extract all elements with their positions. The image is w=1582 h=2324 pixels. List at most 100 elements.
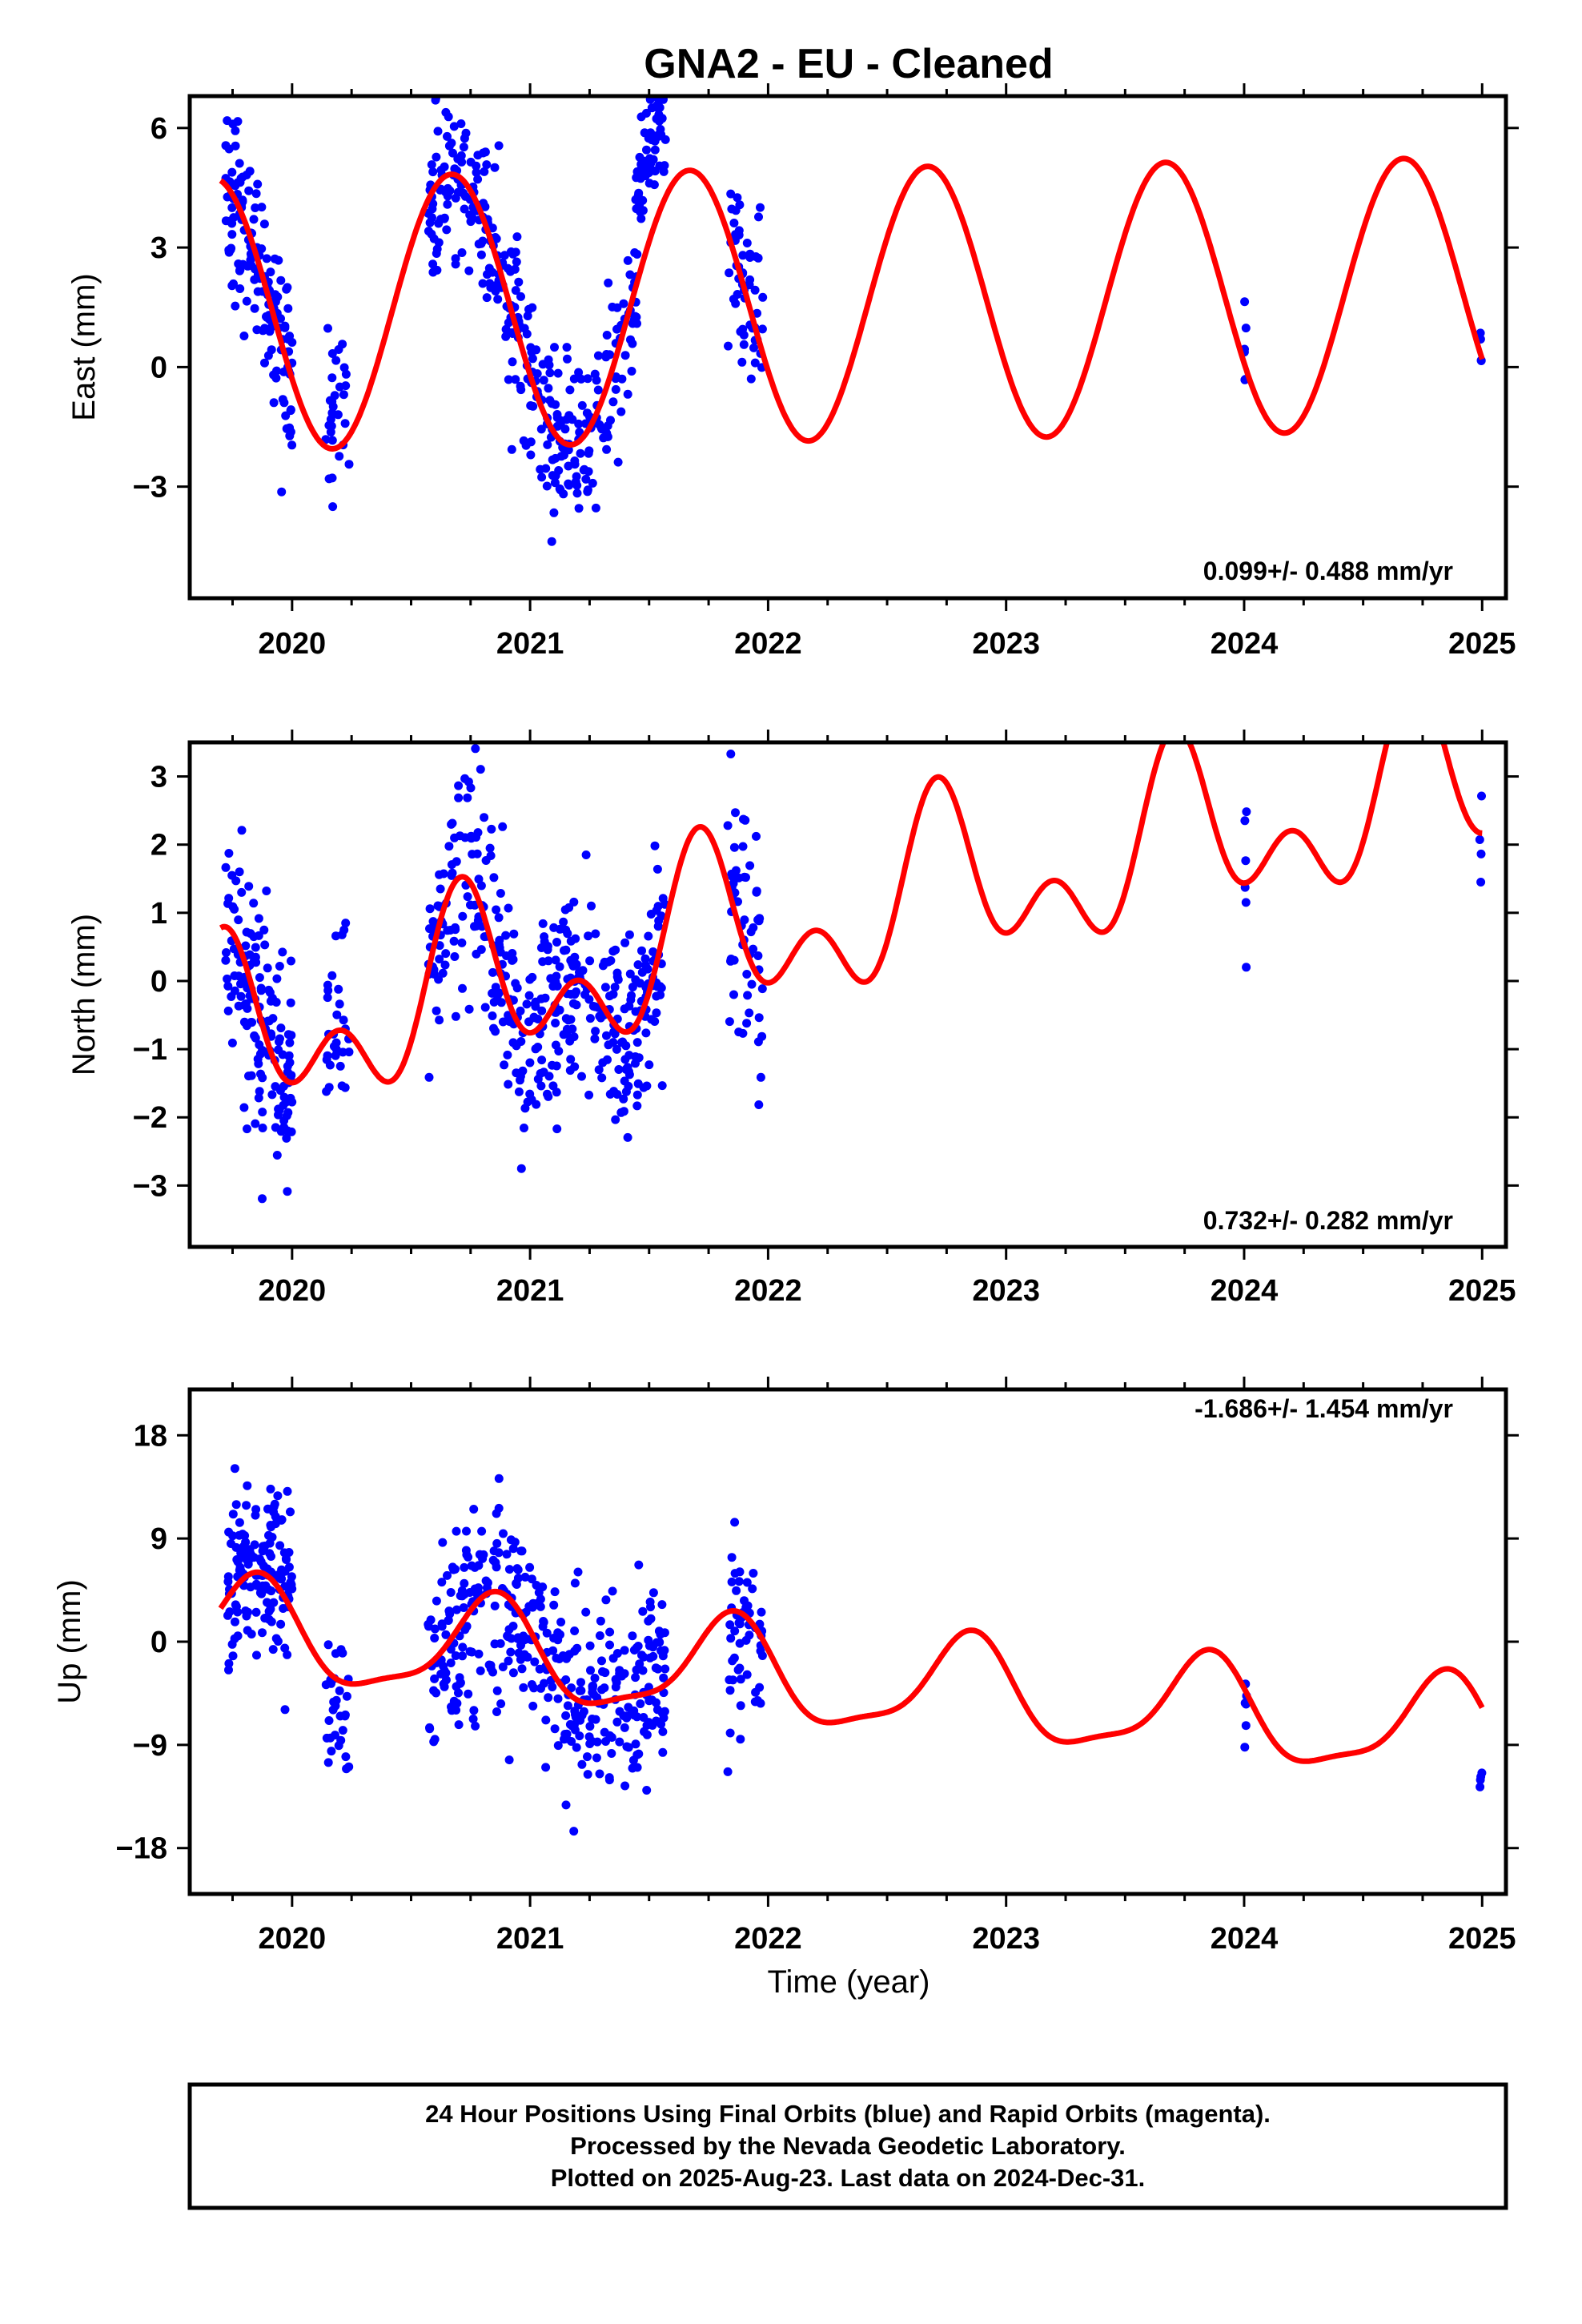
data-point [253,179,263,189]
data-point [504,1625,514,1634]
data-point [725,1728,735,1738]
data-point [489,1023,498,1033]
data-point [563,1701,572,1711]
data-point [430,1735,440,1744]
data-point [338,1648,347,1658]
data-point [279,1604,288,1613]
data-point [729,842,739,852]
data-point [518,1066,528,1076]
data-point [272,974,282,983]
data-point [449,936,459,946]
data-point [224,82,233,90]
data-point [512,983,522,993]
data-point [231,1600,240,1610]
x-tick-label: 2025 [1448,1922,1516,1956]
data-point [732,1586,741,1595]
data-point [464,266,474,275]
data-point [287,1071,296,1080]
data-point [228,51,237,60]
data-point [250,304,259,313]
data-point [627,367,636,376]
data-point [729,990,738,999]
data-point [597,1073,607,1083]
y-tick-label: −9 [133,1729,167,1763]
data-point [604,1775,614,1785]
data-point [595,1631,604,1640]
data-point [443,131,452,141]
data-point [282,1133,291,1143]
data-point [755,1683,765,1692]
data-point [276,275,286,285]
data-point [446,1659,456,1667]
data-point [575,1731,584,1741]
data-point [562,1024,572,1034]
data-point [340,419,350,428]
data-point [1240,1699,1250,1708]
x-tick-label: 2020 [259,1922,327,1956]
data-point [736,327,745,336]
data-point [283,283,292,292]
data-point [585,1739,595,1748]
data-point [264,985,274,995]
data-point [275,962,284,971]
data-point [471,744,480,754]
data-point [227,992,236,1001]
data-point [591,1027,600,1036]
data-point [242,296,251,306]
data-point [458,1651,467,1661]
data-point [231,1617,239,1626]
data-point [498,1663,508,1671]
data-point [482,160,492,170]
data-point [285,1038,295,1047]
data-point [619,1107,628,1116]
data-point [550,1587,560,1597]
data-point [533,1043,543,1051]
data-point [334,984,343,994]
data-point [335,1061,345,1071]
data-point [242,927,251,937]
data-point [270,254,279,263]
footer-line-3: Plotted on 2025-Aug-23. Last data on 202… [551,2164,1146,2192]
data-point [553,368,563,378]
data-point [555,962,564,971]
data-point [327,349,337,358]
data-point [653,113,663,123]
data-point [731,866,741,875]
data-point [452,1682,461,1691]
data-point [543,440,552,449]
x-tick-label: 2024 [1211,1922,1279,1956]
data-point [237,887,247,897]
data-point [544,1092,553,1101]
data-point [593,385,603,395]
data-point [328,502,338,512]
data-point [449,1696,459,1706]
data-point [275,1086,285,1096]
footer-line-2: Processed by the Nevada Geodetic Laborat… [570,2132,1126,2160]
data-point [576,1678,585,1687]
data-point [494,1474,504,1483]
data-point [506,1535,516,1545]
x-tick-label: 2020 [259,627,327,661]
data-point [754,212,763,222]
data-point [532,1581,541,1590]
data-point [235,178,245,187]
data-point [591,1715,600,1724]
data-point [262,254,271,263]
data-point [231,301,240,311]
data-point [335,1686,344,1695]
data-point [575,428,584,437]
data-point [221,955,231,965]
data-point [735,200,745,210]
data-point [255,1087,264,1096]
data-point [1476,1775,1485,1785]
data-point [533,1075,543,1084]
data-point [500,1060,509,1070]
data-point [545,368,555,378]
data-point [644,1635,653,1645]
data-point [746,927,756,937]
data-point [1475,835,1484,844]
plot-frame [187,740,1508,1249]
data-point [283,304,293,313]
data-point [235,284,245,293]
data-point [607,1749,616,1758]
